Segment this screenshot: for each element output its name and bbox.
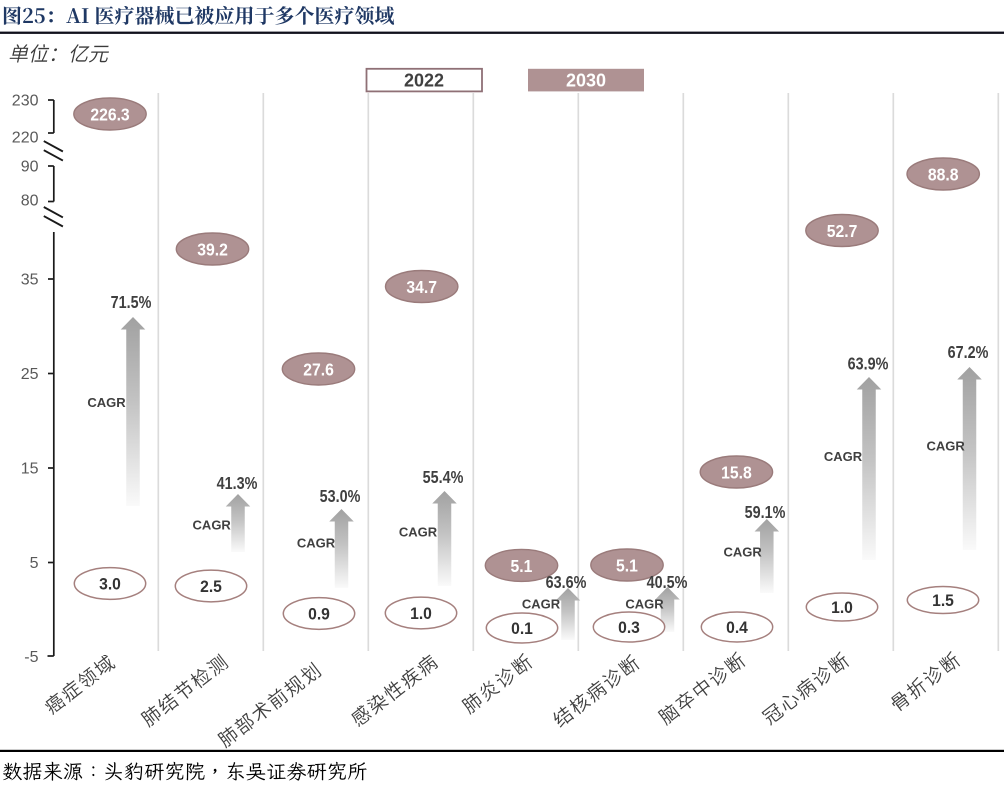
svg-text:5.1: 5.1 bbox=[616, 556, 638, 576]
svg-text:1.0: 1.0 bbox=[410, 605, 432, 624]
svg-text:59.1%: 59.1% bbox=[745, 504, 786, 523]
svg-text:0.1: 0.1 bbox=[511, 620, 533, 639]
svg-text:CAGR: CAGR bbox=[625, 597, 664, 612]
svg-text:CAGR: CAGR bbox=[522, 597, 561, 612]
svg-text:CAGR: CAGR bbox=[297, 535, 336, 550]
svg-text:3.0: 3.0 bbox=[99, 575, 121, 594]
svg-text:35: 35 bbox=[21, 272, 39, 289]
svg-text:25: 25 bbox=[21, 366, 39, 383]
svg-text:2030: 2030 bbox=[566, 71, 606, 91]
svg-text:CAGR: CAGR bbox=[926, 439, 965, 454]
svg-text:80: 80 bbox=[21, 193, 39, 210]
svg-text:90: 90 bbox=[21, 159, 39, 176]
svg-text:34.7: 34.7 bbox=[406, 277, 437, 297]
svg-text:1.0: 1.0 bbox=[831, 599, 853, 618]
svg-text:63.9%: 63.9% bbox=[848, 355, 889, 374]
svg-text:53.0%: 53.0% bbox=[320, 488, 361, 507]
svg-text:0.4: 0.4 bbox=[726, 619, 748, 638]
svg-text:52.7: 52.7 bbox=[827, 221, 858, 241]
svg-text:5: 5 bbox=[30, 555, 39, 572]
svg-text:CAGR: CAGR bbox=[87, 395, 126, 410]
svg-text:2022: 2022 bbox=[404, 71, 444, 91]
svg-text:230: 230 bbox=[12, 93, 39, 110]
svg-text:226.3: 226.3 bbox=[90, 105, 129, 125]
svg-text:0.3: 0.3 bbox=[618, 619, 640, 638]
svg-text:1.5: 1.5 bbox=[932, 592, 954, 611]
svg-text:0.9: 0.9 bbox=[308, 605, 330, 624]
svg-text:71.5%: 71.5% bbox=[111, 294, 152, 313]
svg-text:88.8: 88.8 bbox=[928, 165, 959, 185]
svg-text:55.4%: 55.4% bbox=[423, 469, 464, 488]
svg-text:67.2%: 67.2% bbox=[948, 344, 989, 363]
svg-text:15.8: 15.8 bbox=[721, 463, 752, 483]
svg-text:27.6: 27.6 bbox=[303, 360, 334, 380]
svg-text:CAGR: CAGR bbox=[723, 544, 762, 559]
svg-text:63.6%: 63.6% bbox=[546, 574, 587, 593]
svg-text:-5: -5 bbox=[24, 649, 38, 666]
svg-text:CAGR: CAGR bbox=[399, 525, 438, 540]
svg-text:15: 15 bbox=[21, 461, 39, 478]
svg-text:41.3%: 41.3% bbox=[217, 475, 258, 494]
svg-text:CAGR: CAGR bbox=[193, 518, 232, 533]
svg-text:5.1: 5.1 bbox=[511, 556, 533, 576]
svg-text:40.5%: 40.5% bbox=[647, 574, 688, 593]
svg-text:2.5: 2.5 bbox=[200, 578, 222, 597]
svg-text:220: 220 bbox=[12, 130, 39, 147]
svg-text:39.2: 39.2 bbox=[197, 240, 228, 260]
svg-text:CAGR: CAGR bbox=[824, 449, 863, 464]
